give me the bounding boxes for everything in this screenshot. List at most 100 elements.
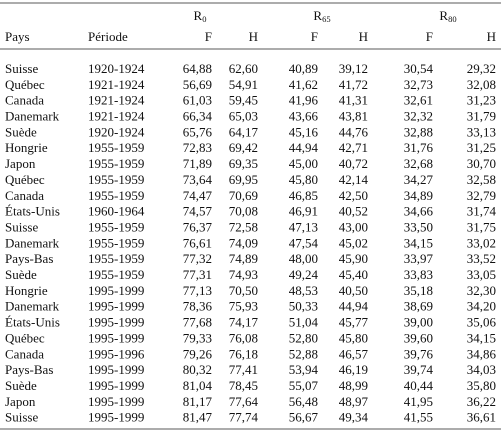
value-cell: 40,72 bbox=[339, 156, 368, 171]
value-cell: 56,69 bbox=[183, 77, 212, 92]
value-cell: 36,22 bbox=[467, 394, 496, 409]
value-cell: 62,60 bbox=[229, 61, 258, 76]
value-cell: 34,89 bbox=[404, 188, 433, 203]
country-cell: Québec bbox=[5, 77, 45, 92]
value-cell: 45,02 bbox=[339, 235, 368, 250]
country-cell: Pays-Bas bbox=[5, 251, 53, 266]
period-cell: 1955-1959 bbox=[88, 172, 144, 187]
value-cell: 79,33 bbox=[183, 330, 212, 345]
period-cell: 1955-1959 bbox=[88, 267, 144, 282]
value-cell: 71,89 bbox=[183, 156, 212, 171]
value-cell: 52,88 bbox=[289, 346, 318, 361]
value-cell: 36,61 bbox=[467, 410, 496, 425]
value-cell: 31,25 bbox=[467, 140, 496, 155]
group-symbol: R bbox=[194, 8, 203, 23]
value-cell: 45,77 bbox=[339, 315, 369, 330]
value-cell: 35,18 bbox=[404, 283, 433, 298]
value-cell: 41,95 bbox=[404, 394, 433, 409]
country-cell: Québec bbox=[5, 172, 45, 187]
value-cell: 44,94 bbox=[339, 299, 369, 314]
column-header: Période bbox=[88, 29, 128, 44]
value-cell: 77,13 bbox=[183, 283, 212, 298]
value-cell: 32,30 bbox=[467, 283, 496, 298]
country-cell: Suède bbox=[5, 267, 37, 282]
country-cell: Canada bbox=[5, 188, 44, 203]
value-cell: 32,68 bbox=[404, 156, 433, 171]
value-cell: 31,74 bbox=[467, 204, 497, 219]
value-cell: 34,03 bbox=[467, 362, 496, 377]
group-symbol: R bbox=[313, 8, 322, 23]
value-cell: 34,86 bbox=[467, 346, 497, 361]
value-cell: 46,91 bbox=[289, 204, 318, 219]
column-header: H bbox=[249, 29, 258, 44]
value-cell: 39,60 bbox=[404, 330, 433, 345]
value-cell: 40,89 bbox=[289, 61, 318, 76]
value-cell: 34,66 bbox=[404, 204, 434, 219]
value-cell: 40,52 bbox=[339, 204, 368, 219]
value-cell: 34,15 bbox=[467, 330, 496, 345]
value-cell: 43,81 bbox=[339, 109, 368, 124]
country-cell: Pays-Bas bbox=[5, 362, 53, 377]
group-header: R80 bbox=[439, 8, 456, 24]
country-cell: Hongrie bbox=[5, 140, 48, 155]
value-cell: 39,12 bbox=[339, 61, 368, 76]
period-cell: 1955-1959 bbox=[88, 140, 144, 155]
value-cell: 54,91 bbox=[229, 77, 258, 92]
value-cell: 42,14 bbox=[339, 172, 369, 187]
value-cell: 76,08 bbox=[229, 330, 258, 345]
value-cell: 53,94 bbox=[289, 362, 319, 377]
value-cell: 32,88 bbox=[404, 124, 433, 139]
value-cell: 33,02 bbox=[467, 235, 496, 250]
value-cell: 32,08 bbox=[467, 77, 496, 92]
country-cell: Japon bbox=[5, 394, 36, 409]
value-cell: 30,54 bbox=[404, 61, 434, 76]
value-cell: 74,09 bbox=[229, 235, 258, 250]
value-cell: 77,74 bbox=[229, 410, 259, 425]
value-cell: 77,31 bbox=[183, 267, 212, 282]
value-cell: 32,73 bbox=[404, 77, 433, 92]
value-cell: 31,75 bbox=[467, 219, 496, 234]
period-cell: 1995-1999 bbox=[88, 378, 144, 393]
value-cell: 69,35 bbox=[229, 156, 258, 171]
value-cell: 38,69 bbox=[404, 299, 433, 314]
value-cell: 33,52 bbox=[467, 251, 496, 266]
value-cell: 72,83 bbox=[183, 140, 212, 155]
value-cell: 69,42 bbox=[229, 140, 258, 155]
value-cell: 52,80 bbox=[289, 330, 318, 345]
country-cell: États-Unis bbox=[5, 315, 60, 330]
value-cell: 32,61 bbox=[404, 93, 433, 108]
period-cell: 1955-1959 bbox=[88, 219, 144, 234]
value-cell: 81,47 bbox=[183, 410, 213, 425]
group-subscript: 65 bbox=[322, 14, 331, 24]
value-cell: 39,74 bbox=[404, 362, 434, 377]
column-header: Pays bbox=[5, 29, 30, 44]
value-cell: 51,04 bbox=[289, 315, 319, 330]
value-cell: 77,68 bbox=[183, 315, 212, 330]
country-cell: Suisse bbox=[5, 410, 38, 425]
value-cell: 66,34 bbox=[183, 109, 213, 124]
group-symbol: R bbox=[439, 8, 448, 23]
country-cell: Japon bbox=[5, 156, 36, 171]
value-cell: 48,97 bbox=[339, 394, 369, 409]
value-cell: 46,57 bbox=[339, 346, 369, 361]
value-cell: 45,40 bbox=[339, 267, 368, 282]
column-header: H bbox=[359, 29, 368, 44]
value-cell: 40,44 bbox=[404, 378, 434, 393]
value-cell: 43,00 bbox=[339, 219, 368, 234]
group-subscript: 80 bbox=[448, 14, 457, 24]
value-cell: 33,50 bbox=[404, 219, 433, 234]
value-cell: 41,96 bbox=[289, 93, 319, 108]
column-header: F bbox=[426, 29, 433, 44]
country-cell: Hongrie bbox=[5, 283, 48, 298]
value-cell: 74,17 bbox=[229, 315, 259, 330]
value-cell: 81,17 bbox=[183, 394, 213, 409]
value-cell: 41,72 bbox=[339, 77, 368, 92]
group-header: R65 bbox=[313, 8, 330, 24]
value-cell: 33,97 bbox=[404, 251, 434, 266]
value-cell: 43,66 bbox=[289, 109, 319, 124]
period-cell: 1995-1999 bbox=[88, 299, 144, 314]
period-cell: 1955-1959 bbox=[88, 188, 144, 203]
value-cell: 31,76 bbox=[404, 140, 434, 155]
